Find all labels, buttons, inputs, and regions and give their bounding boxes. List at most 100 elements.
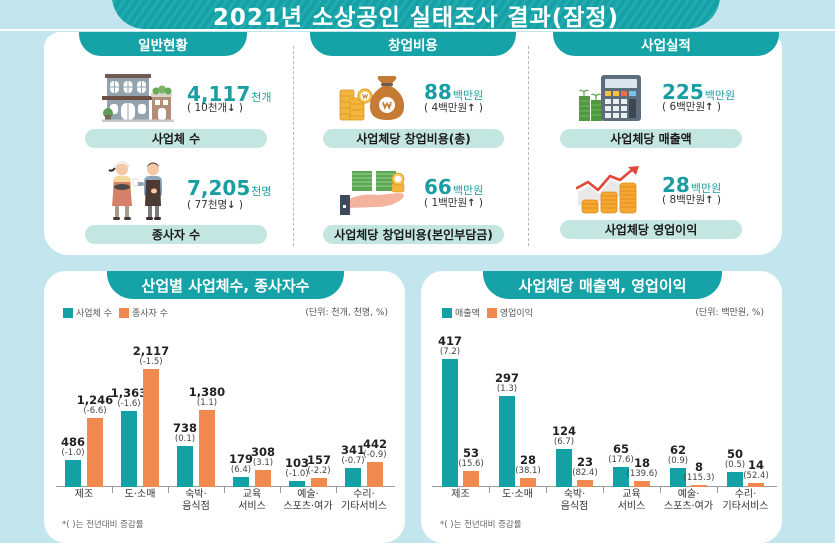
value-change-rate: (52.4) [743,470,769,481]
value-label-operating-profit-repair-other-service: 14 (52.4) [731,459,781,481]
chart-title: 사업체당 매출액, 영업이익 [483,271,722,299]
value-change-rate: (1.3) [496,383,518,394]
value-label-operating-profit-arts-sports-leisure: 8 (115.3) [674,461,724,483]
value-number: 124 [551,423,576,438]
value-label-operating-profit-manufacturing: 53 (15.6) [446,447,496,469]
legend-label: 영업이익 [499,309,533,319]
value-label-employee-count-wholesale-retail: 2,117 (-1.5) [126,345,176,367]
bar-operating-profit-manufacturing [463,470,479,487]
value-label-employee-count-arts-sports-leisure: 157 (-2.2) [294,454,344,476]
value-change-rate: (-1.0) [285,469,309,480]
bar-business-count-arts-sports-leisure [289,481,305,487]
startup-cost-total-change: 4백만원↑ [424,103,483,114]
sales-per-business-unit: 백만원 [704,89,736,102]
value-change-rate: (0.1) [174,433,196,444]
category-label-manufacturing: 제조 [56,489,112,501]
value-change-rate: (139.6) [626,469,658,480]
value-number: 28 [519,453,536,468]
value-number: 14 [747,457,764,472]
value-label-sales-repair-other-service: 50 (0.5) [710,448,760,470]
value-change-rate: (-2.2) [307,466,331,477]
value-number: 1,363 [110,386,148,401]
category-label-line: 스포츠·여가 [663,501,714,512]
x-axis-tick [489,487,490,493]
store-building-icon [102,72,174,122]
startup-cost-own-number: 66 [424,175,452,199]
value-change-rate: (0.5) [724,459,746,470]
industry-bar-chart: 486 (-1.0) 1,363 (-1.6) 738 (0.1) 179 (6.4) 103(… [56,330,395,512]
value-change-rate: (17.6) [608,455,634,466]
sales-per-business-number: 225 [662,80,704,104]
change-amount: 77천명 [194,199,228,211]
employee-count-unit: 천명 [251,185,272,198]
legend-label: 사업체 수 [76,309,112,319]
bar-sales-manufacturing [442,359,458,487]
startup-cost-total-unit: 백만원 [452,89,484,102]
section-tab-general: 일반현황 [79,32,247,56]
value-change-rate: (15.6) [458,458,484,469]
value-number: 442 [362,437,387,452]
bar-sales-wholesale-retail [499,395,515,487]
category-label-accommodation-food: 숙박· 음식점 [546,489,603,513]
change-amount: 8백만원 [669,194,706,206]
category-label-repair-other-service: 수리· 기타서비스 [717,489,774,513]
value-number: 486 [60,434,85,449]
value-label-business-count-education-service: 179 (6.4) [216,453,266,475]
arrow-up-icon: ↑ [705,102,714,113]
value-change-rate: (-1.0) [61,447,85,458]
change-amount: 10천개 [194,102,228,114]
value-label-business-count-repair-other-service: 341 (-0.7) [328,444,378,466]
category-label-line: 숙박· [563,489,586,500]
value-change-rate: (-1.6) [117,399,141,410]
operating-profit-per-business-change: 8백만원↑ [662,195,721,206]
category-label-line: 서비스 [238,501,266,512]
value-number: 8 [694,459,703,474]
x-axis-line [432,486,777,487]
value-label-sales-accommodation-food: 124 (6.7) [539,425,589,447]
section-divider [293,46,294,246]
startup-cost-own-change: 1백만원↑ [424,198,483,209]
category-label-line: 스포츠·여가 [283,501,333,512]
x-axis-line [56,486,395,487]
value-number: 297 [494,370,519,385]
change-amount: 6백만원 [669,101,706,113]
arrow-down-icon: ↓ [227,200,236,211]
bar-operating-profit-education-service [634,481,650,487]
value-number: 308 [250,444,275,459]
value-label-business-count-manufacturing: 486 (-1.0) [48,436,98,458]
bar-sales-repair-other-service [727,471,743,487]
startup-cost-total-value: 88백만원 [424,82,483,102]
value-change-rate: (38.1) [515,466,541,477]
startup-cost-own-unit: 백만원 [452,184,484,197]
unit-note: (단위: 천개, 천명, %) [305,308,388,318]
value-label-employee-count-accommodation-food: 1,380 (1.1) [182,386,232,408]
bar-employee-count-repair-other-service [367,462,383,487]
legend-swatch [118,307,129,318]
category-label-line: 예술· [297,489,319,500]
operating-profit-per-business-value: 28백만원 [662,175,721,195]
value-change-rate: (82.4) [572,467,598,478]
value-label-sales-arts-sports-leisure: 62 (0.9) [653,444,703,466]
category-label-line: 음식점 [182,501,210,512]
bar-business-count-manufacturing [65,459,81,487]
value-number: 179 [228,452,253,467]
title-banner: 2021년 소상공인 실태조사 결과(잠정) [112,0,720,31]
value-label-sales-education-service: 65 (17.6) [596,443,646,465]
business-count-value: 4,117천개 [187,84,272,104]
sales-per-business-value: 225백만원 [662,82,735,102]
value-number: 417 [437,334,462,349]
x-axis-tick [336,487,337,493]
sales-per-business-change: 6백만원↑ [662,102,721,113]
value-number: 23 [576,454,593,469]
coins-rising-icon [576,166,642,214]
value-label-business-count-arts-sports-leisure: 103 (-1.0) [272,457,322,479]
value-number: 2,117 [132,344,170,359]
value-change-rate: (6.4) [230,465,252,476]
value-label-operating-profit-accommodation-food: 23 (82.4) [560,456,610,478]
value-change-rate: (7.2) [439,347,461,358]
value-number: 157 [306,453,331,468]
legend-label: 종사자 수 [131,309,168,319]
chart-legend: 매출액 영업이익 [442,306,540,319]
x-axis-tick [168,487,169,493]
arrow-up-icon: ↑ [705,195,714,206]
